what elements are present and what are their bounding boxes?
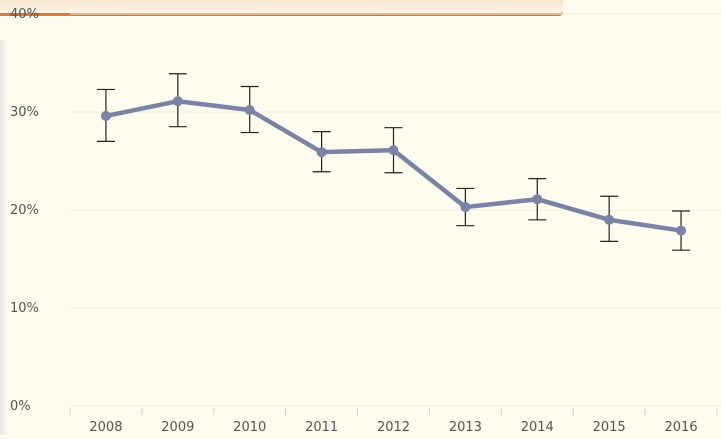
x-axis: 2008 2009 2010 2011 2012 2013 2014 2015 2016	[69, 408, 718, 435]
x-tick-label: 2009	[161, 420, 194, 435]
data-point	[604, 214, 615, 225]
x-tick-label: 2010	[233, 420, 266, 435]
x-tick-label: 2015	[593, 420, 626, 435]
y-tick-label: 10%	[10, 301, 39, 316]
data-point	[100, 110, 111, 121]
data-point	[460, 202, 471, 213]
x-tick-label: 2008	[89, 420, 122, 435]
data-point	[316, 147, 327, 158]
x-tick-label: 2012	[377, 420, 410, 435]
y-tick-label: 20%	[10, 203, 39, 218]
data-point	[172, 96, 183, 107]
left-edge-shadow	[0, 40, 8, 435]
x-tick-label: 2016	[665, 420, 698, 435]
y-axis: 0% 10% 20% 30% 40%	[10, 7, 39, 414]
y-tick-label: 0%	[10, 399, 31, 414]
data-point	[676, 225, 687, 236]
data-point	[532, 194, 543, 205]
x-tick-label: 2011	[305, 420, 338, 435]
data-point	[244, 105, 255, 116]
x-tick-label: 2013	[449, 420, 482, 435]
y-tick-label: 40%	[10, 7, 39, 22]
series-group	[100, 96, 687, 236]
data-point	[388, 145, 399, 156]
y-tick-label: 30%	[10, 105, 39, 120]
gridlines	[70, 13, 721, 407]
x-tick-label: 2014	[521, 420, 554, 435]
